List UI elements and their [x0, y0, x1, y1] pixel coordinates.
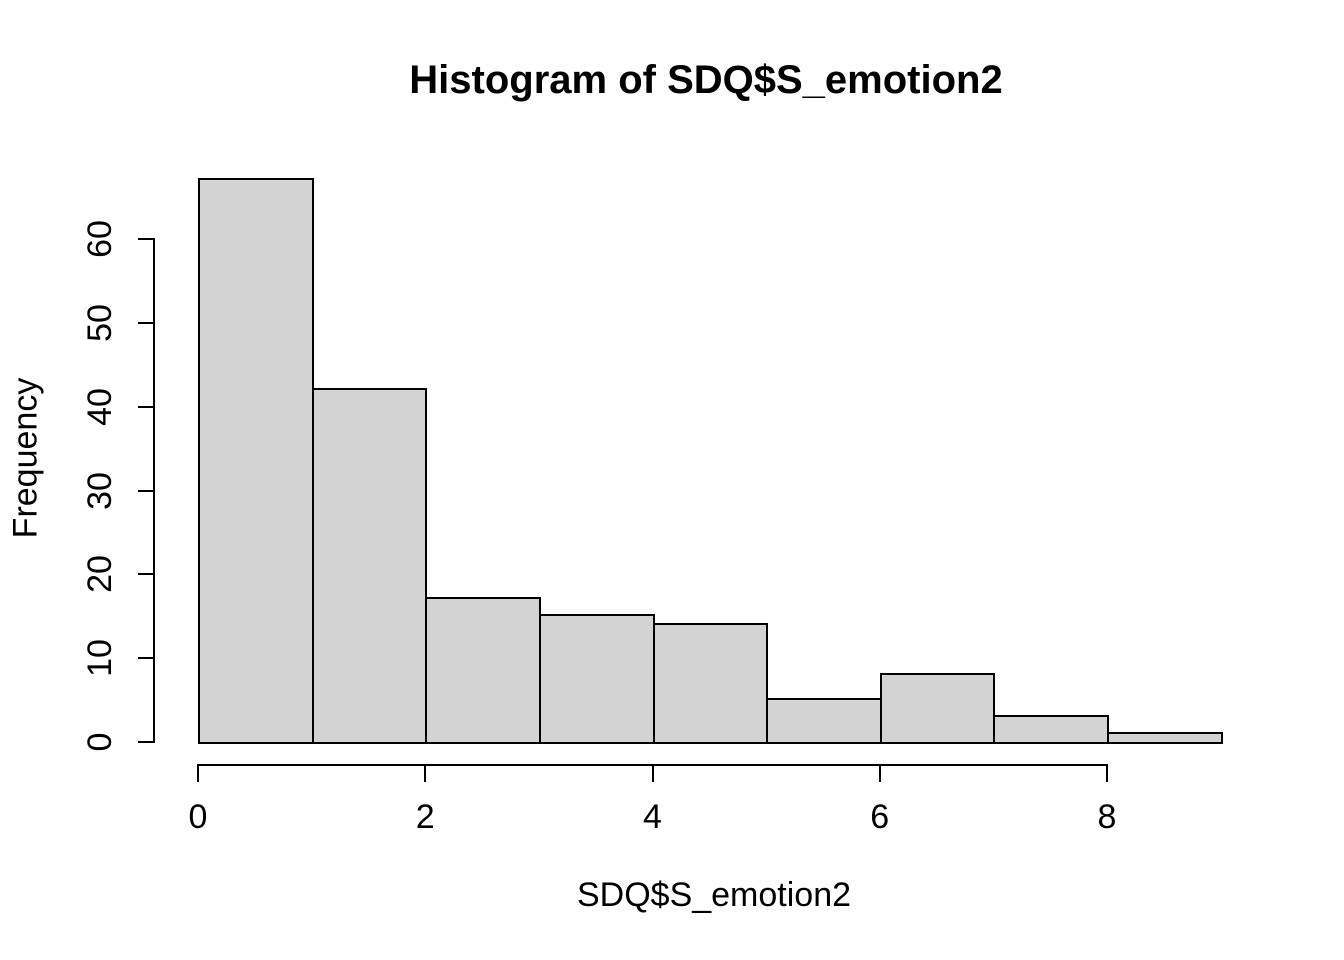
x-tick-label: 0	[188, 798, 208, 836]
x-tick-label: 6	[870, 798, 890, 836]
y-tick-mark	[138, 489, 154, 492]
y-tick-label: 30	[81, 471, 119, 510]
y-tick-label: 40	[81, 387, 119, 426]
x-tick-mark	[651, 764, 654, 782]
y-tick-label: 50	[81, 303, 119, 342]
x-tick-label: 4	[643, 798, 662, 836]
histogram-bar	[425, 597, 541, 744]
y-tick-mark	[138, 741, 154, 743]
x-tick-mark	[878, 764, 881, 782]
x-tick-label: 8	[1097, 798, 1117, 836]
histogram-bar	[993, 714, 1109, 744]
histogram-bar	[198, 178, 314, 744]
x-tick-mark	[197, 764, 199, 782]
x-axis-label: SDQ$S_emotion2	[576, 876, 852, 914]
y-tick-label: 20	[81, 555, 119, 594]
x-tick-label: 2	[415, 798, 435, 836]
y-tick-mark	[138, 657, 154, 660]
histogram-bar	[879, 672, 996, 744]
histogram-bar	[766, 698, 882, 744]
x-tick-mark	[424, 764, 427, 782]
y-tick-label: 10	[81, 639, 119, 678]
histogram-bar	[311, 387, 428, 744]
y-tick-mark	[138, 573, 154, 576]
y-axis-line	[153, 238, 155, 743]
y-tick-mark	[138, 238, 154, 240]
x-tick-mark	[1106, 764, 1108, 782]
chart-title: Histogram of SDQ$S_emotion2	[409, 58, 1003, 102]
histogram-bar	[1107, 731, 1223, 744]
y-tick-label: 0	[81, 732, 119, 752]
y-tick-mark	[138, 405, 154, 408]
histogram-bar	[538, 614, 655, 744]
y-tick-mark	[138, 321, 154, 324]
y-axis-label: Frequency	[6, 377, 45, 539]
histogram-bar	[652, 622, 769, 744]
y-tick-label: 60	[81, 220, 119, 258]
